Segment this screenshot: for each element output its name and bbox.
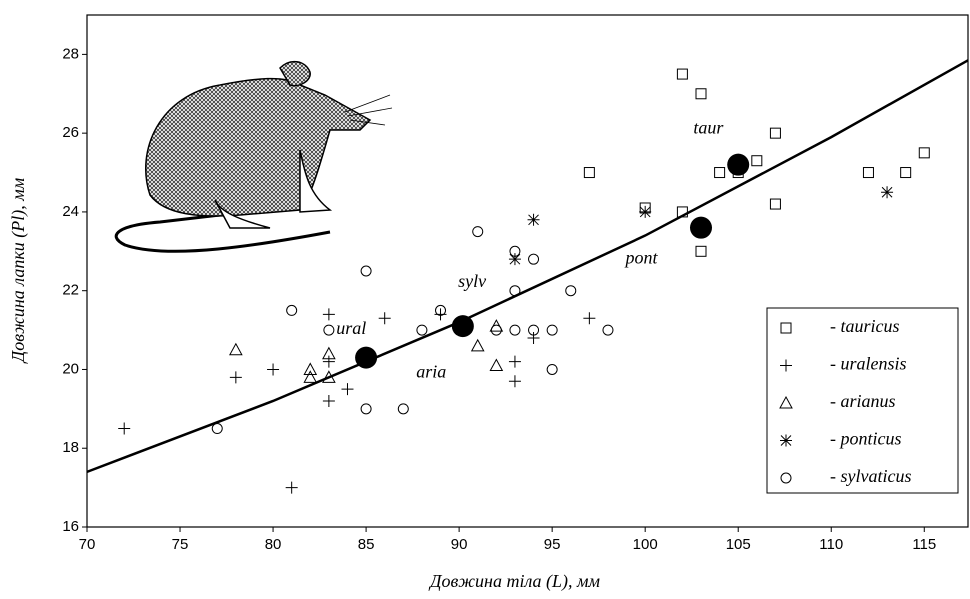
point <box>324 325 334 335</box>
point <box>341 383 353 395</box>
x-tick-label: 105 <box>726 536 751 553</box>
x-tick-label: 90 <box>451 536 468 553</box>
legend-label: - tauricus <box>830 316 900 336</box>
point <box>361 266 371 276</box>
point <box>696 246 706 256</box>
point <box>696 89 706 99</box>
point <box>361 404 371 414</box>
y-tick-label: 24 <box>62 203 79 220</box>
point <box>583 312 595 324</box>
y-tick-label: 28 <box>62 45 79 62</box>
point <box>509 375 521 387</box>
point <box>603 325 613 335</box>
legend-marker <box>780 435 792 447</box>
x-tick-label: 100 <box>633 536 658 553</box>
annotation: pont <box>623 247 658 267</box>
x-axis-label: Довжина тіла (L), мм <box>428 571 600 592</box>
legend-label: - uralensis <box>830 354 907 374</box>
point <box>901 168 911 178</box>
x-tick-label: 75 <box>172 536 189 553</box>
point <box>230 344 242 355</box>
point <box>491 325 501 335</box>
point <box>323 395 335 407</box>
point <box>863 168 873 178</box>
point <box>547 364 557 374</box>
point <box>566 286 576 296</box>
point <box>267 363 279 375</box>
point <box>509 356 521 368</box>
point <box>304 371 316 382</box>
point <box>417 325 427 335</box>
point <box>472 340 484 351</box>
point <box>212 424 222 434</box>
point <box>528 332 540 344</box>
point <box>509 253 521 265</box>
point <box>323 356 335 368</box>
point <box>287 305 297 315</box>
mouse-illustration <box>116 62 392 252</box>
y-tick-label: 18 <box>62 439 79 456</box>
x-tick-label: 80 <box>265 536 282 553</box>
point <box>584 168 594 178</box>
point <box>770 128 780 138</box>
point <box>398 404 408 414</box>
point <box>510 286 520 296</box>
point <box>435 308 447 320</box>
point <box>752 156 762 166</box>
annotation: aria <box>416 362 446 382</box>
annotation: ural <box>336 318 366 338</box>
point <box>379 312 391 324</box>
point <box>510 325 520 335</box>
legend-label: - sylvaticus <box>830 466 911 486</box>
x-tick-label: 70 <box>79 536 96 553</box>
point <box>473 227 483 237</box>
point <box>547 325 557 335</box>
y-axis-label: Довжина лапки (Pl), мм <box>8 177 29 364</box>
point <box>528 214 540 226</box>
mean-point <box>690 217 712 239</box>
y-tick-label: 20 <box>62 360 79 377</box>
mean-point <box>452 315 474 337</box>
point <box>770 199 780 209</box>
point <box>715 168 725 178</box>
x-tick-label: 115 <box>912 536 936 553</box>
point <box>677 69 687 79</box>
legend-label: - arianus <box>830 391 896 411</box>
x-tick-label: 95 <box>544 536 561 553</box>
point <box>304 363 316 374</box>
legend-label: - ponticus <box>830 429 902 449</box>
point <box>490 360 502 371</box>
point <box>881 186 893 198</box>
point <box>529 254 539 264</box>
point <box>230 371 242 383</box>
point <box>286 482 298 494</box>
point <box>919 148 929 158</box>
y-tick-label: 16 <box>62 518 79 535</box>
point <box>118 423 130 435</box>
x-tick-label: 110 <box>819 536 843 553</box>
mean-point <box>355 347 377 369</box>
y-tick-label: 26 <box>62 124 79 141</box>
x-tick-label: 85 <box>358 536 375 553</box>
chart: Довжина тіла (L), мм Довжина лапки (Pl),… <box>0 0 970 599</box>
mean-point <box>727 154 749 176</box>
y-tick-label: 22 <box>62 282 79 299</box>
annotation: sylv <box>458 271 486 291</box>
annotation: taur <box>693 117 724 137</box>
point <box>323 308 335 320</box>
point <box>639 206 651 218</box>
point <box>490 320 502 331</box>
